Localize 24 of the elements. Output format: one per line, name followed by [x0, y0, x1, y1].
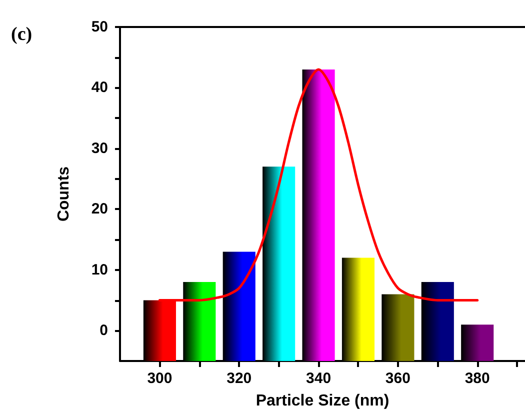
chart-title: (c) — [11, 24, 32, 45]
x-tick-label: 320 — [226, 370, 252, 387]
bar — [342, 258, 375, 361]
bar — [421, 282, 454, 361]
y-tick-label: 30 — [91, 140, 108, 157]
line-series — [158, 68, 479, 302]
x-tick-label: 340 — [306, 370, 332, 387]
y-tick-label: 10 — [91, 261, 108, 278]
y-tick-label: 0 — [100, 322, 108, 340]
bar — [143, 300, 176, 361]
x-tick-label: 360 — [385, 370, 410, 387]
x-axis-title: Particle Size (nm) — [256, 392, 390, 410]
bar — [461, 324, 494, 361]
bar — [183, 282, 216, 361]
bar — [262, 166, 296, 361]
y-tick-label: 40 — [91, 79, 108, 96]
bar — [302, 70, 335, 361]
x-tick-label: 300 — [147, 370, 172, 387]
y-tick-label: 20 — [91, 200, 108, 218]
y-axis-title: Counts — [56, 166, 72, 222]
bar — [382, 294, 414, 361]
x-tick-label: 380 — [464, 370, 490, 387]
y-tick-label: 50 — [91, 18, 108, 36]
bar — [222, 252, 256, 361]
